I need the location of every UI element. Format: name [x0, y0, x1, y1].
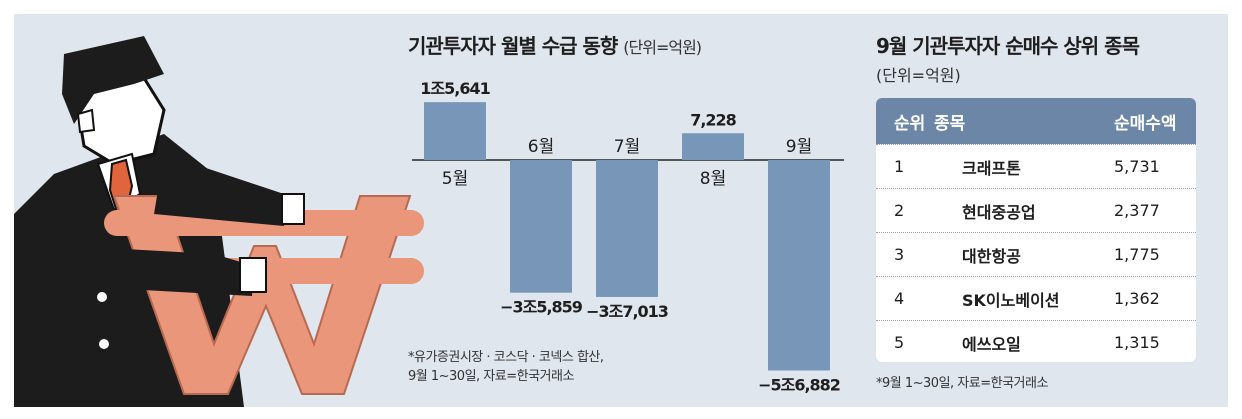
value-label: 7,228	[690, 110, 736, 129]
row-name: 에쓰오일	[962, 334, 1021, 354]
suit-button	[97, 292, 107, 302]
value-label: 1조5,641	[420, 79, 490, 98]
businessman-holding-won-sign-icon	[14, 36, 424, 407]
ear	[76, 108, 96, 134]
row-rank: 5	[894, 333, 905, 352]
row-rank: 3	[894, 245, 905, 264]
header-name: 종목	[934, 113, 966, 134]
table-row: 2 현대중공업 2,377	[876, 188, 1196, 232]
bar-1	[424, 102, 486, 160]
ranking-table-header: 순위 종목 순매수액	[876, 98, 1196, 144]
bar-4	[682, 133, 744, 160]
table-row: 5 에쓰오일 1,315	[876, 320, 1196, 362]
lower-arm	[34, 244, 254, 296]
cuff	[239, 257, 267, 293]
header-rank: 순위	[894, 113, 926, 134]
table-row: 1 크래프톤 5,731	[876, 144, 1196, 188]
ranking-table: 순위 종목 순매수액 1 크래프톤 5,731 2 현대중공업 2,377 3 …	[876, 98, 1196, 362]
category-label: 9월	[786, 137, 812, 157]
category-label: 7월	[614, 137, 640, 157]
category-label: 6월	[528, 137, 554, 157]
header-amount: 순매수액	[1114, 113, 1177, 134]
table-row: 4 SK이노베이션 1,362	[876, 276, 1196, 320]
row-name: 대한항공	[962, 246, 1021, 266]
row-rank: 2	[894, 201, 905, 220]
chart-footnote-line: 9월 1~30일, 자료=한국거래소	[408, 369, 574, 384]
bar-3	[596, 160, 658, 297]
row-rank: 1	[894, 157, 905, 176]
row-amount: 1,775	[1114, 245, 1160, 264]
chart-title-text: 기관투자자 월별 수급 동향	[408, 34, 618, 58]
upper-arm	[154, 154, 284, 226]
chart-unit-label: (단위=억원)	[623, 38, 702, 57]
category-label: 5월	[442, 169, 468, 189]
suit-button	[99, 339, 109, 349]
bar-2	[510, 160, 572, 293]
ranking-title: 9월 기관투자자 순매수 상위 종목	[876, 34, 1140, 58]
table-row: 3 대한항공 1,775	[876, 232, 1196, 276]
cuff	[281, 193, 305, 225]
category-label: 8월	[700, 169, 726, 189]
chart-footnote-line: *유가증권시장 · 코스닥 · 코넥스 합산,	[408, 350, 604, 365]
chart-title: 기관투자자 월별 수급 동향 (단위=억원)	[408, 30, 702, 59]
row-amount: 1,362	[1114, 289, 1160, 308]
chart-footnote: *유가증권시장 · 코스닥 · 코넥스 합산, 9월 1~30일, 자료=한국거…	[408, 348, 604, 386]
row-amount: 1,315	[1114, 333, 1160, 352]
ranking-unit-label: (단위=억원)	[876, 66, 961, 85]
value-label: −3조7,013	[586, 302, 668, 321]
row-amount: 2,377	[1114, 201, 1160, 220]
row-name: 크래프톤	[962, 158, 1021, 178]
hair	[62, 36, 164, 124]
value-label: −5조6,882	[758, 375, 840, 394]
row-amount: 5,731	[1114, 157, 1160, 176]
ranking-footnote: *9월 1~30일, 자료=한국거래소	[876, 376, 1048, 391]
bar-5	[768, 160, 830, 371]
value-label: −3조5,859	[500, 298, 583, 317]
row-name: 현대중공업	[962, 202, 1036, 222]
row-name: SK이노베이션	[962, 290, 1060, 310]
row-rank: 4	[894, 289, 905, 308]
